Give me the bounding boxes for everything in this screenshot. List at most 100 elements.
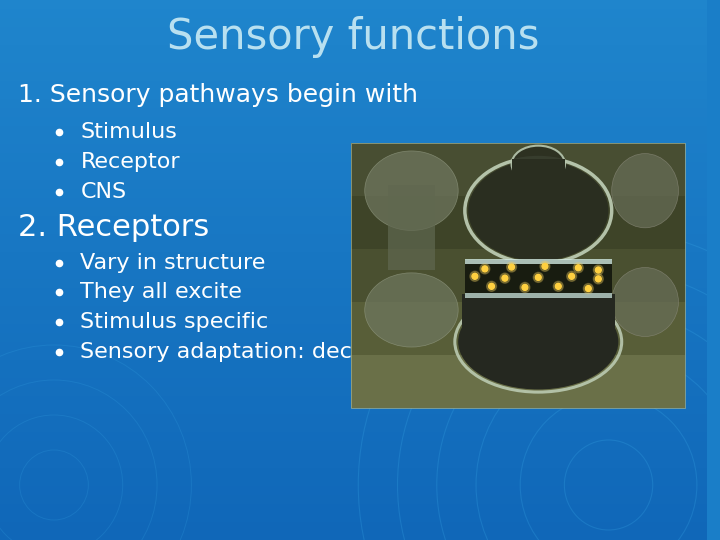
Circle shape: [536, 274, 541, 280]
Circle shape: [585, 286, 591, 292]
Bar: [0, 153, 707, 162]
Bar: [0, 9, 707, 18]
Circle shape: [573, 263, 583, 273]
Text: Stimulus: Stimulus: [81, 122, 177, 142]
Text: Sensory functions: Sensory functions: [167, 16, 539, 58]
Bar: [0, 45, 707, 54]
Bar: [351, 196, 685, 249]
Bar: [0, 144, 707, 153]
Bar: [465, 259, 612, 264]
Bar: [465, 260, 612, 296]
Circle shape: [542, 264, 548, 269]
Bar: [512, 159, 565, 217]
Ellipse shape: [365, 151, 458, 231]
Circle shape: [470, 271, 480, 281]
Text: Stimulus specific: Stimulus specific: [81, 312, 269, 332]
Bar: [0, 405, 707, 414]
Bar: [0, 423, 707, 432]
Bar: [0, 450, 707, 459]
Ellipse shape: [612, 153, 678, 228]
Text: Vary in structure: Vary in structure: [81, 253, 266, 273]
Bar: [0, 252, 707, 261]
Circle shape: [522, 285, 528, 291]
Bar: [0, 477, 707, 486]
Bar: [0, 351, 707, 360]
Ellipse shape: [512, 146, 565, 183]
Bar: [0, 324, 707, 333]
Bar: [0, 513, 707, 522]
Ellipse shape: [458, 294, 618, 389]
Bar: [0, 189, 707, 198]
Bar: [388, 185, 435, 270]
Bar: [0, 459, 707, 468]
Bar: [0, 216, 707, 225]
Bar: [0, 162, 707, 171]
Circle shape: [555, 284, 561, 289]
Text: Receptor: Receptor: [81, 152, 180, 172]
Bar: [0, 117, 707, 126]
Bar: [0, 72, 707, 81]
Bar: [0, 387, 707, 396]
Bar: [0, 495, 707, 504]
Bar: [0, 108, 707, 117]
Bar: [0, 306, 707, 315]
Bar: [0, 207, 707, 216]
Bar: [0, 99, 707, 108]
Bar: [0, 279, 707, 288]
Bar: [351, 302, 685, 355]
Bar: [465, 293, 612, 298]
Bar: [0, 396, 707, 405]
Bar: [0, 342, 707, 351]
Circle shape: [472, 273, 478, 279]
Bar: [0, 198, 707, 207]
Bar: [0, 0, 707, 9]
Bar: [0, 234, 707, 243]
Bar: [0, 36, 707, 45]
Circle shape: [595, 276, 601, 282]
Circle shape: [595, 267, 601, 273]
Circle shape: [500, 273, 510, 283]
Circle shape: [567, 271, 577, 281]
Bar: [0, 81, 707, 90]
Bar: [0, 378, 707, 387]
Ellipse shape: [365, 273, 458, 347]
Circle shape: [482, 266, 488, 272]
Bar: [0, 360, 707, 369]
Ellipse shape: [468, 160, 608, 261]
Bar: [462, 294, 615, 342]
Circle shape: [554, 281, 563, 291]
Circle shape: [540, 261, 550, 271]
Text: 2. Receptors: 2. Receptors: [18, 213, 209, 242]
Bar: [0, 369, 707, 378]
Bar: [351, 355, 685, 408]
Bar: [0, 441, 707, 450]
Bar: [0, 270, 707, 279]
Bar: [0, 531, 707, 540]
Bar: [351, 143, 685, 408]
Bar: [0, 315, 707, 324]
Circle shape: [487, 281, 497, 291]
Circle shape: [583, 284, 593, 294]
Circle shape: [575, 265, 581, 271]
Text: Sensory adaptation: decrease rates of stimuli: Sensory adaptation: decrease rates of st…: [81, 342, 588, 362]
Bar: [0, 522, 707, 531]
Bar: [0, 468, 707, 477]
Ellipse shape: [612, 267, 678, 336]
Text: 1. Sensory pathways begin with: 1. Sensory pathways begin with: [18, 83, 418, 107]
Bar: [0, 126, 707, 135]
Text: CNS: CNS: [81, 182, 127, 202]
Bar: [0, 135, 707, 144]
Circle shape: [507, 262, 516, 272]
Bar: [0, 333, 707, 342]
Circle shape: [569, 273, 575, 279]
Circle shape: [480, 264, 490, 274]
Circle shape: [508, 264, 515, 270]
Bar: [0, 297, 707, 306]
Bar: [0, 243, 707, 252]
Circle shape: [520, 282, 530, 293]
Bar: [0, 54, 707, 63]
Circle shape: [593, 265, 603, 275]
Bar: [0, 288, 707, 297]
Bar: [351, 143, 685, 408]
Bar: [351, 249, 685, 302]
